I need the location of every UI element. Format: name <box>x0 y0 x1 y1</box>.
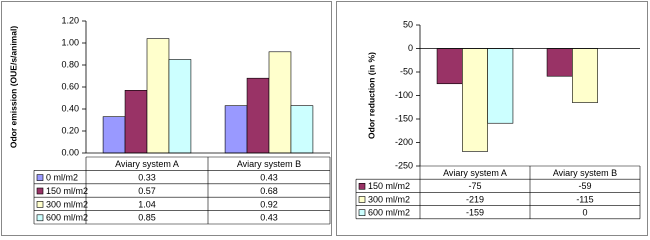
legend-label: 600 ml/m2 <box>46 213 88 223</box>
y-tick-label: -200 <box>395 137 413 147</box>
table-value: 0.57 <box>138 186 156 196</box>
y-tick-label: -50 <box>400 66 413 76</box>
y-tick-label: 50 <box>403 19 413 29</box>
table-value: 0 <box>582 208 587 218</box>
y-tick-label: 0.40 <box>61 103 79 113</box>
legend-label: 300 ml/m2 <box>368 194 410 204</box>
bar <box>246 77 270 154</box>
bar <box>462 48 488 152</box>
bar <box>546 48 573 77</box>
legend-swatch <box>36 174 44 181</box>
y-tick-label: 0.20 <box>61 125 79 135</box>
y-tick-label: 0.60 <box>61 81 79 91</box>
legend-swatch <box>358 196 366 203</box>
table-value: -115 <box>576 194 593 204</box>
bar <box>224 105 248 154</box>
y-tick-label: 1.20 <box>61 15 79 25</box>
y-tick-label: 0.00 <box>61 147 79 157</box>
table-value: 0.92 <box>260 199 278 209</box>
x-tick-label: Aviary system A <box>115 159 179 169</box>
legend-label: 0 ml/m2 <box>46 172 78 182</box>
x-tick-label: Aviary system B <box>237 159 301 169</box>
bar <box>102 116 126 154</box>
y-tick-label: -250 <box>395 160 413 170</box>
legend-swatch <box>358 183 366 190</box>
y-axis-title: Odor emission (OUE/s/animal) <box>8 26 18 149</box>
legend-label: 300 ml/m2 <box>46 199 88 209</box>
table-value: 0.33 <box>138 172 156 182</box>
table-value: 0.43 <box>260 213 278 223</box>
y-tick-label: 0 <box>408 43 413 53</box>
y-tick-label: -100 <box>395 90 413 100</box>
legend-label: 600 ml/m2 <box>368 208 410 218</box>
bar <box>487 48 514 124</box>
table-value: -219 <box>466 194 484 204</box>
bar <box>268 51 292 154</box>
legend-swatch <box>358 209 366 216</box>
bar <box>124 90 148 154</box>
y-tick-label: -150 <box>395 113 413 123</box>
legend-label: 150 ml/m2 <box>368 181 410 191</box>
table-value: 0.43 <box>260 172 278 182</box>
bar <box>168 59 192 154</box>
bar <box>572 48 598 103</box>
table-value: -59 <box>578 181 591 191</box>
table-value: 1.04 <box>138 199 156 209</box>
legend-label: 150 ml/m2 <box>46 186 88 196</box>
bar <box>436 48 463 85</box>
bar <box>146 38 170 154</box>
x-tick-label: Aviary system A <box>443 168 507 178</box>
table-value: -159 <box>466 208 484 218</box>
x-tick-label: Aviary system B <box>553 168 617 178</box>
table-value: -75 <box>468 181 481 191</box>
legend-swatch <box>36 201 44 208</box>
y-tick-label: 1.00 <box>61 37 79 47</box>
bar <box>290 105 314 154</box>
legend-swatch <box>36 214 44 222</box>
table-value: 0.68 <box>260 186 278 196</box>
y-axis-title: Odor reduction (in %) <box>366 52 376 139</box>
legend-swatch <box>36 187 44 195</box>
y-tick-label: 0.80 <box>61 59 79 69</box>
table-value: 0.85 <box>138 213 156 223</box>
